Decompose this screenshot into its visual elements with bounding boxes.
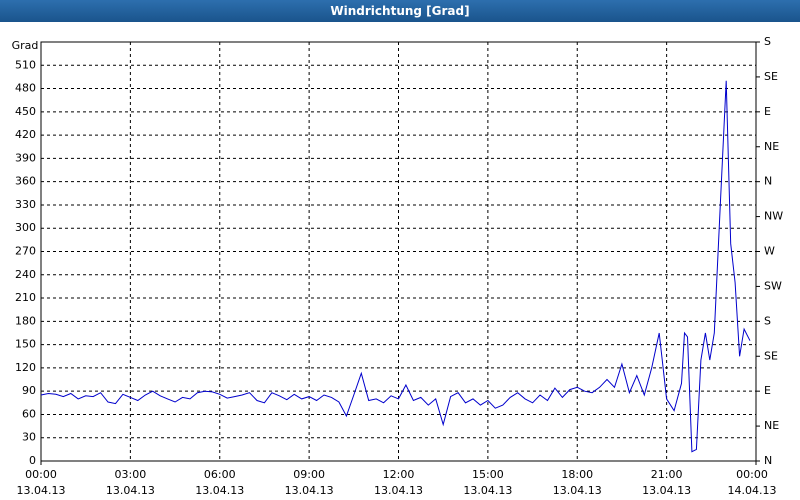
y-tick-label: 90 [22,384,36,397]
y2-tick-label: E [764,105,771,118]
y-tick-label: 0 [29,454,36,467]
y2-tick-label: N [764,454,772,467]
y2-tick-label: S [764,314,771,327]
y-tick-label: 330 [15,198,36,211]
y-tick-label: 210 [15,291,36,304]
x-tick-label: 18:00 13.04.13 [552,468,602,497]
y-tick-label: 150 [15,338,36,351]
x-tick-label: 09:00 13.04.13 [284,468,334,497]
y-tick-label: 390 [15,151,36,164]
y2-tick-label: SW [764,279,782,292]
x-tick-label: 03:00 13.04.13 [105,468,155,497]
y-tick-label: 180 [15,314,36,327]
x-tick-label: 06:00 13.04.13 [195,468,245,497]
y-tick-label: 480 [15,82,36,95]
y2-tick-label: SE [764,70,778,83]
chart-title: Windrichtung [Grad] [0,0,800,22]
y-tick-label: 120 [15,361,36,374]
x-tick-label: 00:00 14.04.13 [727,468,777,497]
y-tick-label: 240 [15,268,36,281]
y-tick-label: 300 [15,221,36,234]
x-tick-label: 00:00 13.04.13 [16,468,66,497]
data-line [40,80,751,453]
y2-tick-label: S [764,35,771,48]
y2-tick-label: SE [764,349,778,362]
y2-tick-label: NW [764,210,783,223]
x-tick-label: 21:00 13.04.13 [642,468,692,497]
y-axis-label: Grad [12,39,39,52]
y2-tick-label: NE [764,140,779,153]
x-tick-label: 12:00 13.04.13 [374,468,423,497]
plot-border [40,41,757,462]
y-tick-label: 510 [15,58,36,71]
y-tick-label: 420 [15,128,36,141]
y2-tick-label: NE [764,419,779,432]
y-tick-label: 60 [22,407,36,420]
y-tick-label: 450 [15,105,36,118]
y-tick-label: 270 [15,245,36,258]
y2-tick-label: N [764,175,772,188]
y2-tick-label: E [764,384,771,397]
y2-tick-label: W [764,245,775,258]
y-tick-label: 360 [15,175,36,188]
x-tick-label: 15:00 13.04.13 [463,468,513,497]
y-tick-label: 30 [22,431,36,444]
